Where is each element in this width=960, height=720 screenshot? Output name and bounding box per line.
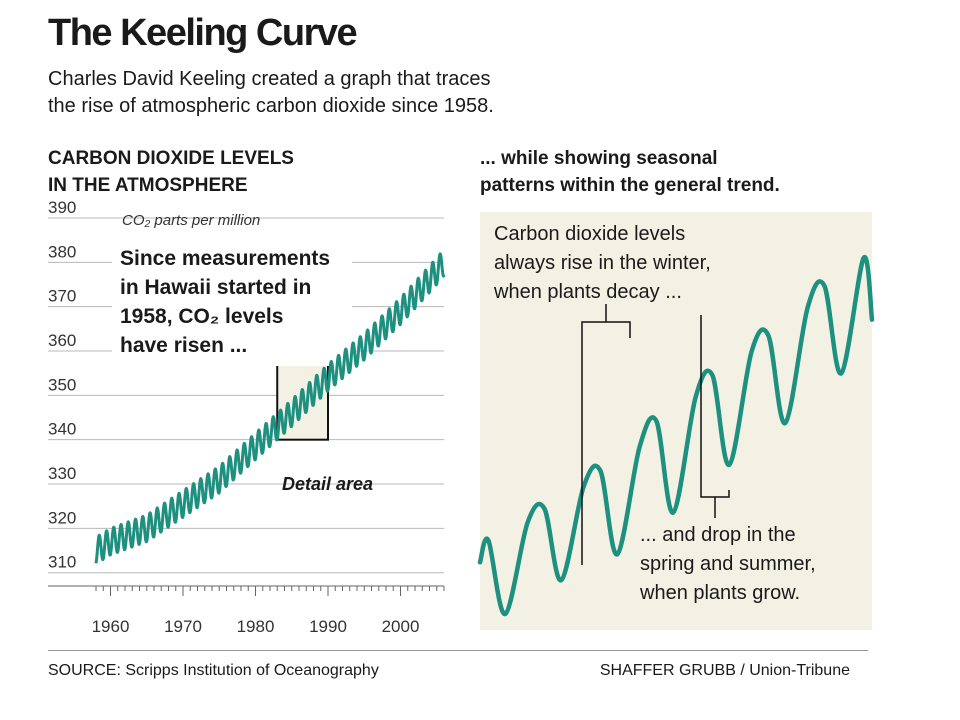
left-callout-line-4: have risen ... (120, 334, 247, 357)
rise-bracket (581, 304, 631, 565)
detail-area-label: Detail area (282, 474, 373, 494)
x-tick-label: 2000 (382, 617, 420, 636)
subtitle-line-1: Charles David Keeling created a graph th… (48, 68, 491, 90)
keeling-chart-figure: 310 320 330 340 350 360 370 380 390 1960 1970 1980… (48, 198, 875, 636)
x-tick-label: 1980 (237, 617, 275, 636)
y-axis-unit-label: CO₂ parts per million (122, 212, 260, 229)
left-callout-line-1: Since measurements (120, 247, 330, 270)
seasonal-detail-series-line (477, 255, 875, 617)
y-tick-label: 350 (48, 375, 76, 394)
y-tick-label: 340 (48, 420, 76, 439)
right-heading: ... while showing seasonal patterns with… (480, 145, 780, 199)
x-tick-label: 1970 (164, 617, 202, 636)
left-callout-line-3: 1958, CO₂ levels (120, 305, 283, 328)
y-tick-label: 330 (48, 464, 76, 483)
left-heading: CARBON DIOXIDE LEVELS IN THE ATMOSPHERE (48, 145, 294, 199)
drop-callout-line-2: spring and summer, (640, 553, 816, 575)
right-heading-line-1: ... while showing seasonal (480, 148, 718, 169)
rise-callout-line-1: Carbon dioxide levels (494, 223, 685, 245)
x-tick-label: 1960 (92, 617, 130, 636)
y-tick-label: 320 (48, 508, 76, 527)
rise-callout-line-3: when plants decay ... (493, 281, 682, 303)
left-x-tick-labels: 1960 1970 1980 1990 2000 (92, 617, 420, 636)
left-y-tick-labels: 310 320 330 340 350 360 370 380 390 (48, 198, 76, 572)
left-heading-line-1: CARBON DIOXIDE LEVELS (48, 148, 294, 169)
rise-callout: Carbon dioxide levels always rise in the… (493, 223, 711, 303)
x-tick-label: 1990 (309, 617, 347, 636)
drop-bracket (700, 315, 730, 518)
left-heading-line-2: IN THE ATMOSPHERE (48, 175, 248, 196)
footer-divider (48, 650, 868, 651)
detail-panel-background (480, 212, 872, 630)
graphic-credit: SHAFFER GRUBB / Union-Tribune (599, 662, 850, 679)
y-tick-label: 390 (48, 198, 76, 217)
subtitle-line-2: the rise of atmospheric carbon dioxide s… (48, 95, 494, 117)
y-tick-label: 310 (48, 553, 76, 572)
drop-callout-line-1: ... and drop in the (640, 524, 796, 546)
y-tick-label: 370 (48, 287, 76, 306)
page-title: The Keeling Curve (48, 12, 358, 54)
left-callout: Since measurements in Hawaii started in … (112, 238, 352, 366)
co2-trend-series-line (94, 252, 446, 564)
y-tick-label: 380 (48, 242, 76, 261)
y-tick-label: 360 (48, 331, 76, 350)
drop-callout: ... and drop in the spring and summer, w… (639, 524, 816, 604)
source-credit: SOURCE: Scripps Institution of Oceanogra… (48, 662, 379, 679)
rise-callout-line-2: always rise in the winter, (494, 252, 711, 274)
drop-callout-line-3: when plants grow. (639, 582, 800, 604)
right-heading-line-2: patterns within the general trend. (480, 175, 780, 196)
left-callout-line-2: in Hawaii started in (120, 276, 311, 299)
